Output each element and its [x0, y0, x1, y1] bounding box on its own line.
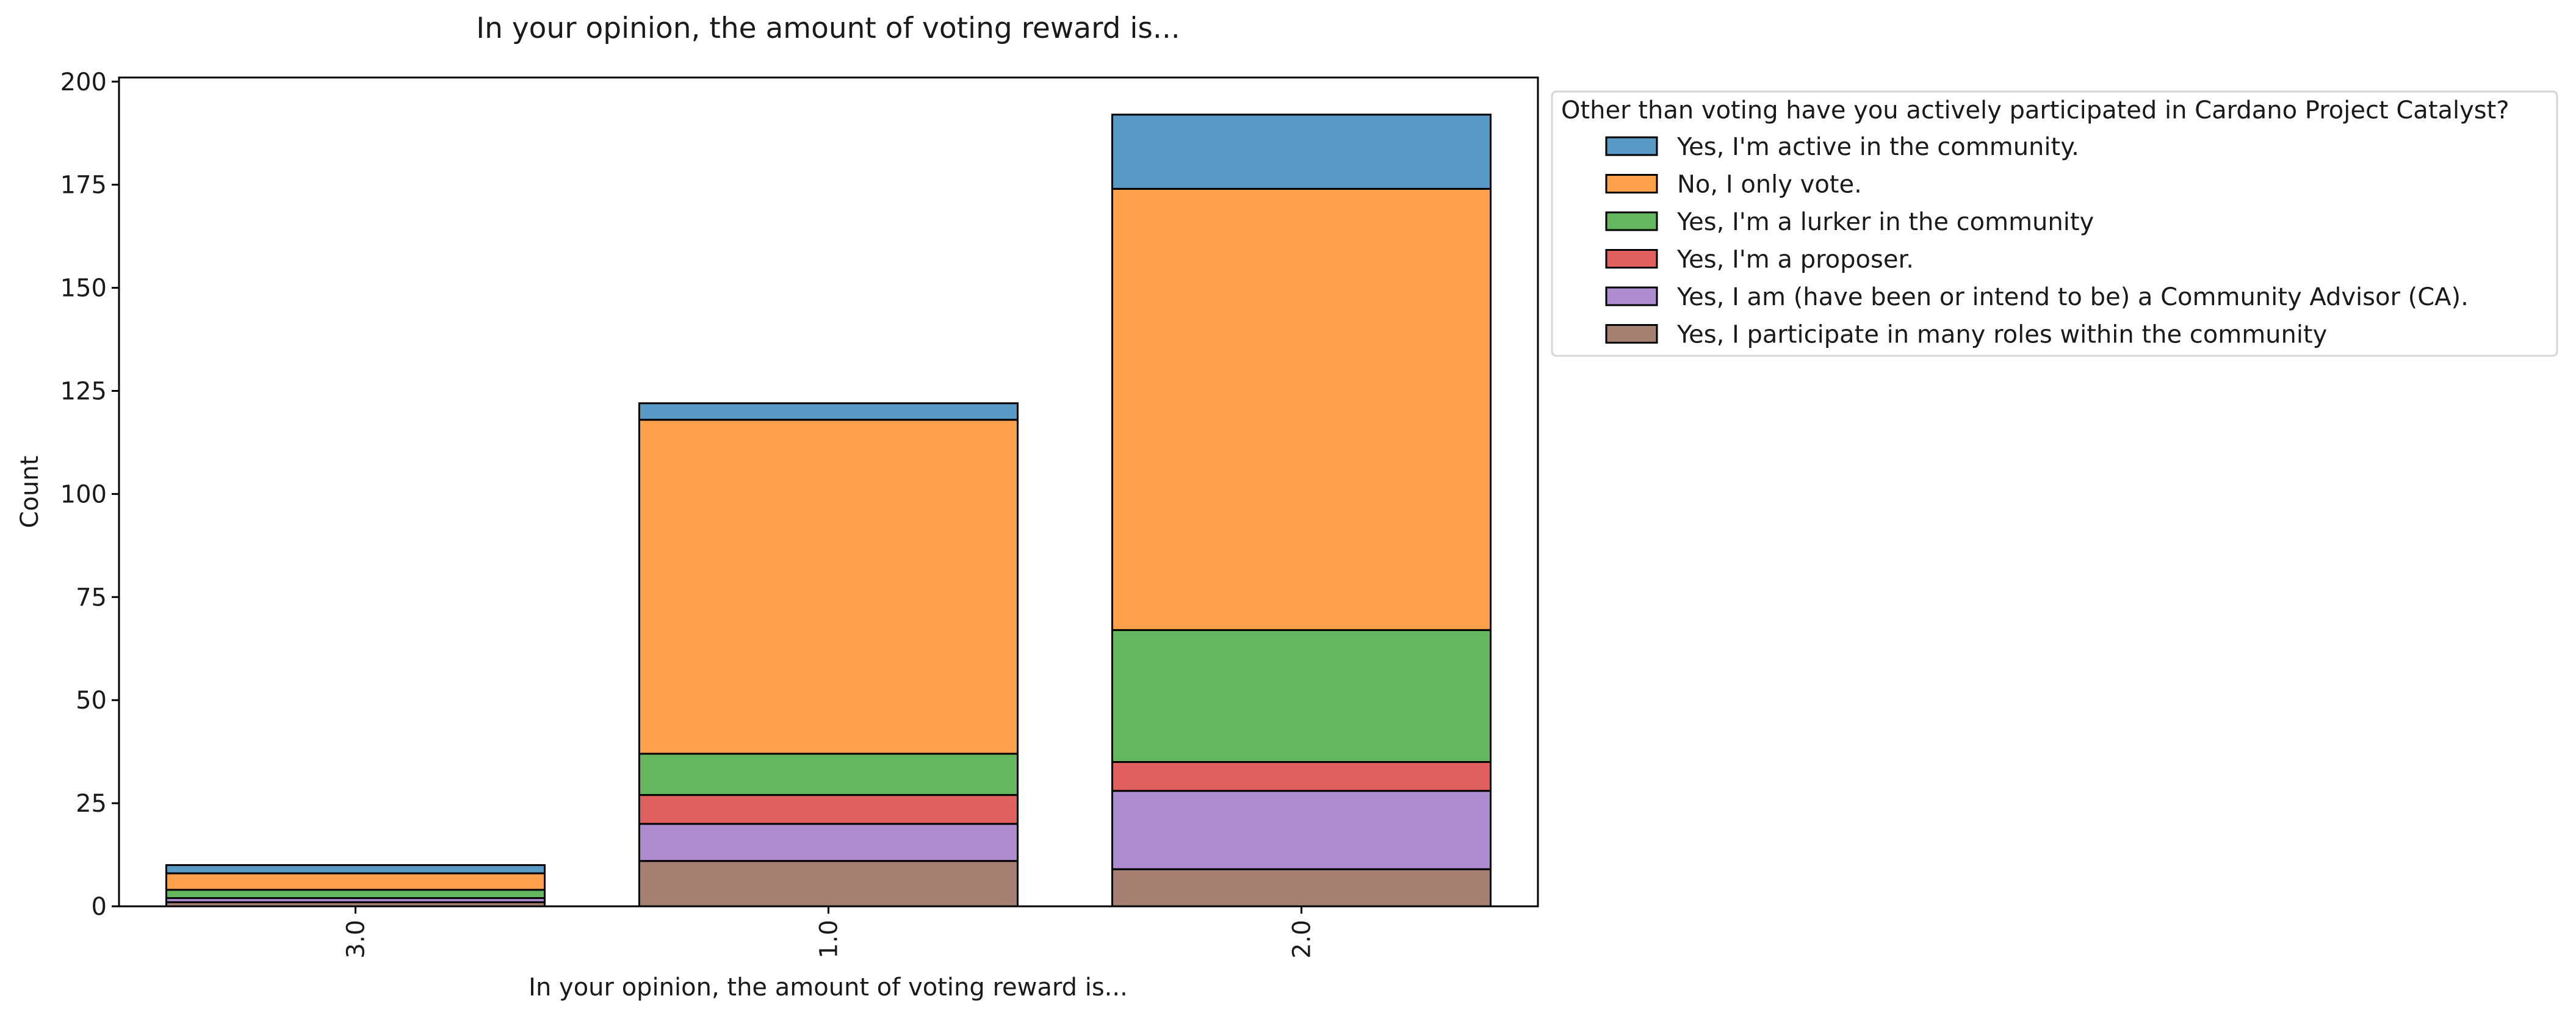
bar-segment [165, 872, 546, 891]
legend-swatch [1605, 249, 1658, 269]
y-tick-label: 150 [60, 275, 107, 303]
y-tick-label: 125 [60, 377, 107, 405]
legend-frame [1551, 90, 2558, 357]
x-tick-label: 3.0 [342, 920, 370, 959]
bar-segment [1111, 187, 1492, 631]
legend-item-label: Yes, I participate in many roles within … [1676, 321, 2327, 349]
bar-segment [165, 864, 546, 875]
bar-segment [638, 419, 1019, 755]
y-tick-label: 0 [92, 893, 107, 921]
legend-swatch [1605, 211, 1658, 231]
legend: Other than voting have you actively part… [1551, 90, 2558, 357]
y-tick-label: 100 [60, 480, 107, 508]
bar-segment [638, 860, 1019, 908]
bar-segment [638, 794, 1019, 825]
legend-items: Yes, I'm active in the community. No, I o… [1605, 133, 2469, 349]
x-axis: 3.0 1.0 2.0 [342, 906, 1316, 959]
legend-item-label: Yes, I'm a proposer. [1676, 246, 1914, 274]
bar-segment [638, 402, 1019, 421]
legend-item-label: Yes, I am (have been or intend to be) a … [1676, 283, 2469, 311]
bar-segment [1111, 790, 1492, 870]
chart-title: In your opinion, the amount of voting re… [476, 12, 1180, 45]
y-tick-label: 50 [76, 687, 107, 715]
y-tick-label: 25 [76, 790, 107, 818]
bar-segment [1111, 761, 1492, 792]
bar-segment [165, 889, 546, 899]
y-axis-label: Count [16, 456, 44, 529]
legend-swatch [1605, 286, 1658, 306]
legend-item-label: No, I only vote. [1677, 171, 1862, 199]
legend-swatch [1605, 136, 1658, 156]
x-axis-label: In your opinion, the amount of voting re… [529, 973, 1128, 1002]
y-axis: 0 25 50 75 100 125 150 175 200 [60, 68, 119, 921]
bar-segment [1111, 868, 1492, 908]
y-tick-label: 200 [60, 68, 107, 96]
bar-segment [1111, 629, 1492, 764]
legend-title: Other than voting have you actively part… [1561, 96, 2509, 125]
y-tick-label: 175 [60, 171, 107, 200]
legend-item-label: Yes, I'm active in the community. [1676, 133, 2079, 161]
legend-swatch [1605, 174, 1658, 193]
bar-segment [638, 823, 1019, 862]
bar-segment [638, 753, 1019, 796]
x-tick-label: 2.0 [1288, 920, 1316, 959]
bars-layer [165, 114, 1492, 908]
y-tick-label: 75 [76, 583, 107, 612]
legend-swatch [1605, 324, 1658, 344]
x-tick-label: 1.0 [815, 920, 843, 959]
bar-segment [1111, 114, 1492, 190]
legend-item-label: Yes, I'm a lurker in the community [1676, 208, 2094, 236]
